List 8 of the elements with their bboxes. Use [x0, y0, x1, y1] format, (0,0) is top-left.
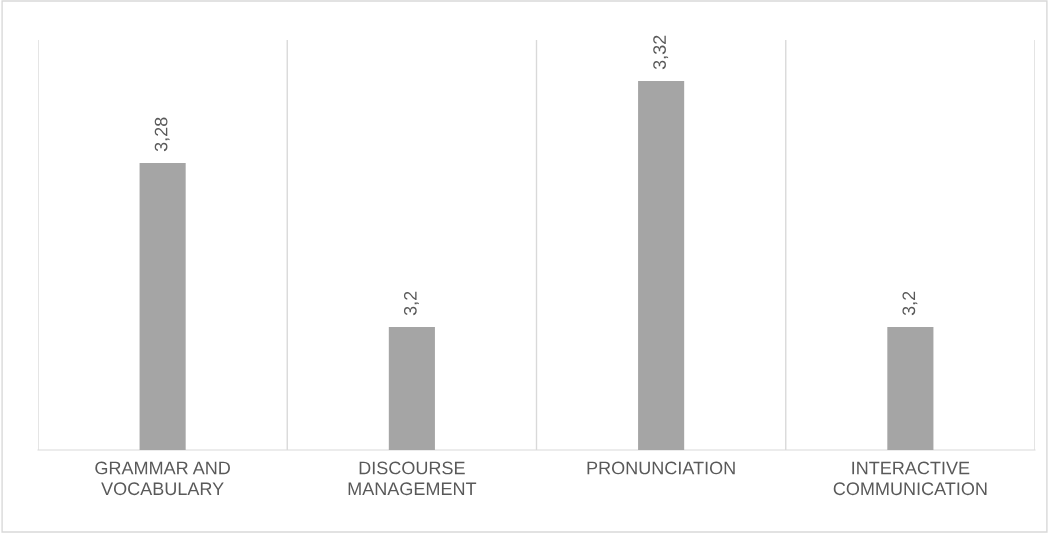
data-label: 3,2 — [902, 291, 918, 316]
x-tick-label: PRONUNCIATION — [587, 461, 735, 475]
x-tick-label: DISCOURSE MANAGEMENT — [348, 461, 477, 496]
x-tick-label: INTERACTIVE COMMUNICATION — [833, 461, 987, 496]
data-label: 3,2 — [403, 291, 419, 316]
x-tick-label: GRAMMAR AND VOCABULARY — [95, 461, 230, 496]
data-label: 3,32 — [653, 35, 669, 70]
data-label: 3,28 — [154, 117, 170, 152]
